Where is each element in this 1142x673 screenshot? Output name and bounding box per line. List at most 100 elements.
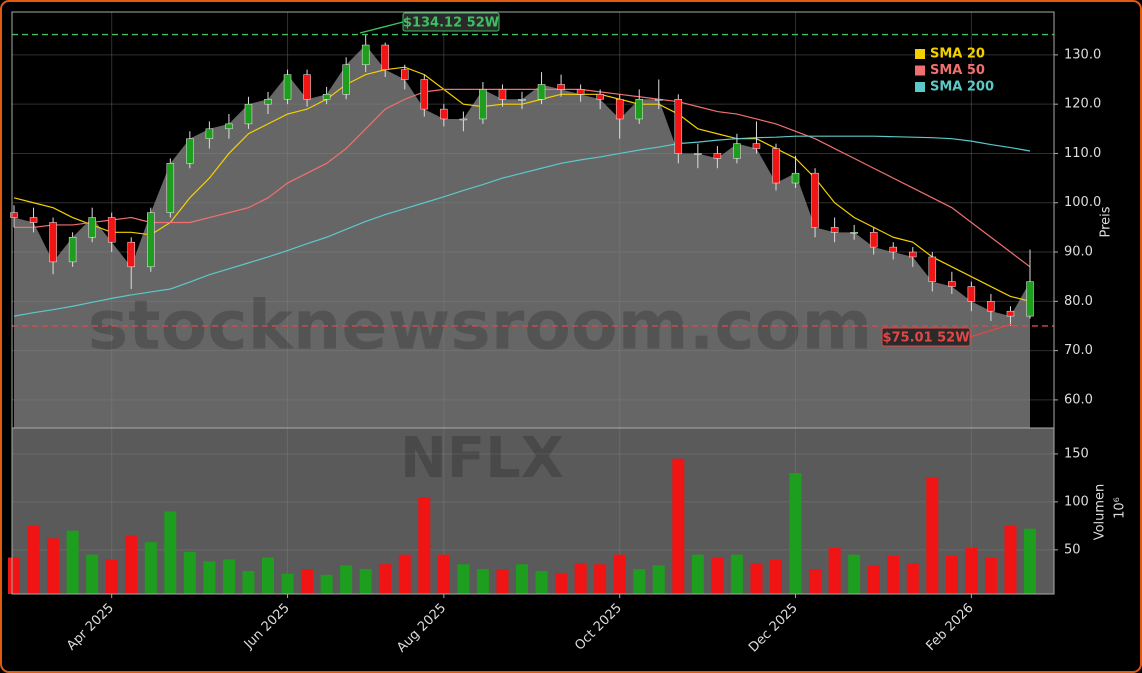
- y-axis-label: Preis: [1099, 206, 1114, 237]
- volume-bar: [633, 569, 646, 594]
- volume-bar: [183, 551, 196, 594]
- volume-bar: [47, 538, 60, 594]
- volume-bar: [574, 563, 587, 594]
- y2-tick-label: 100: [1064, 494, 1089, 509]
- volume-bar: [1004, 525, 1017, 594]
- candle-body: [830, 227, 839, 233]
- candle-body: [401, 69, 409, 80]
- volume-bar: [652, 565, 665, 594]
- volume-bar: [86, 554, 99, 594]
- legend-swatch: [915, 49, 925, 59]
- candle-body: [88, 217, 96, 238]
- volume-bar: [320, 574, 333, 594]
- candle-body: [655, 98, 663, 101]
- candle-body: [948, 281, 956, 287]
- candle-body: [205, 128, 214, 139]
- candle-body: [440, 108, 448, 120]
- y-tick-label: 120.0: [1064, 97, 1101, 112]
- candle-body: [713, 153, 722, 159]
- volume-bar: [789, 473, 802, 594]
- sma-line: [14, 88, 1031, 268]
- volume-bar: [242, 570, 255, 594]
- candle-body: [850, 232, 858, 234]
- watermark: stocknewsroom.com: [88, 287, 873, 366]
- candle-body: [635, 98, 643, 120]
- annotation-arrow: [359, 21, 404, 34]
- volume-bar: [281, 573, 294, 594]
- candle-body: [420, 79, 429, 110]
- y-tick-label: 70.0: [1064, 343, 1093, 358]
- legend-swatch: [915, 65, 925, 76]
- y-tick-label: 80.0: [1064, 294, 1093, 309]
- candle-body: [244, 103, 253, 125]
- y2-axis-label: Volumen: [1093, 484, 1108, 541]
- close-area: [14, 45, 1030, 429]
- candle-body: [752, 143, 761, 149]
- candle-body: [1006, 310, 1015, 317]
- volume-bar: [965, 547, 978, 594]
- volume-bar: [867, 565, 880, 594]
- volume-bar: [144, 542, 157, 594]
- candle-body: [557, 84, 565, 90]
- volume-bar: [691, 554, 704, 594]
- candle-body: [264, 98, 272, 105]
- annotation-box: [881, 327, 971, 347]
- volume-bar: [613, 554, 626, 594]
- volume-bar: [27, 525, 40, 594]
- volume-bar: [476, 569, 489, 594]
- candle-body: [225, 123, 233, 130]
- candle-body: [596, 94, 604, 100]
- candle-body: [694, 153, 702, 155]
- y-tick-label: 90.0: [1064, 245, 1093, 260]
- volume-bar: [125, 535, 138, 594]
- y2-unit: 10⁶: [1113, 497, 1128, 519]
- candle-body: [928, 256, 937, 282]
- candle-body: [459, 118, 468, 121]
- volume-bar: [555, 572, 568, 594]
- candle-body: [68, 237, 77, 263]
- volume-bar: [926, 477, 939, 594]
- volume-bar: [457, 564, 470, 594]
- volume-bar: [8, 557, 20, 594]
- candle-body: [791, 172, 800, 184]
- volume-bar: [711, 557, 724, 594]
- annotation-label: $75.01 52W: [882, 331, 969, 346]
- volume-bar: [984, 557, 997, 594]
- volume-bar: [535, 570, 548, 594]
- volume-bar: [359, 569, 372, 594]
- candle-body: [283, 74, 292, 100]
- candle-body: [869, 232, 878, 248]
- candle-body: [615, 98, 624, 120]
- volume-bar: [164, 511, 177, 594]
- candle-body: [811, 172, 819, 228]
- candle-body: [537, 84, 546, 100]
- volume-bar: [848, 554, 861, 594]
- annotation-box: [402, 12, 500, 32]
- candle-body: [576, 89, 585, 95]
- candle-body: [1026, 281, 1034, 317]
- candle-body: [107, 217, 116, 243]
- candle-body: [381, 44, 389, 70]
- volume-bar: [906, 563, 919, 594]
- volume-bar: [222, 559, 235, 594]
- volume-bar: [672, 458, 685, 594]
- volume-bar: [809, 569, 822, 594]
- y-tick-label: 60.0: [1064, 392, 1093, 407]
- candle-body: [889, 246, 897, 253]
- volume-bar: [496, 569, 509, 594]
- candle-body: [987, 301, 995, 312]
- sma-line: [13, 135, 1031, 317]
- candle-body: [303, 74, 311, 100]
- y-tick-label: 110.0: [1064, 146, 1101, 161]
- volume-bar: [262, 557, 274, 594]
- candle-body: [10, 212, 18, 218]
- annotation-arrow: [969, 323, 1013, 338]
- candle-body: [909, 251, 917, 258]
- candle-body: [147, 212, 155, 268]
- plot-border: [11, 11, 1055, 595]
- candle-body: [733, 143, 741, 159]
- volume-bar: [379, 564, 392, 594]
- candle-body: [127, 241, 135, 268]
- volume-bar: [730, 554, 743, 594]
